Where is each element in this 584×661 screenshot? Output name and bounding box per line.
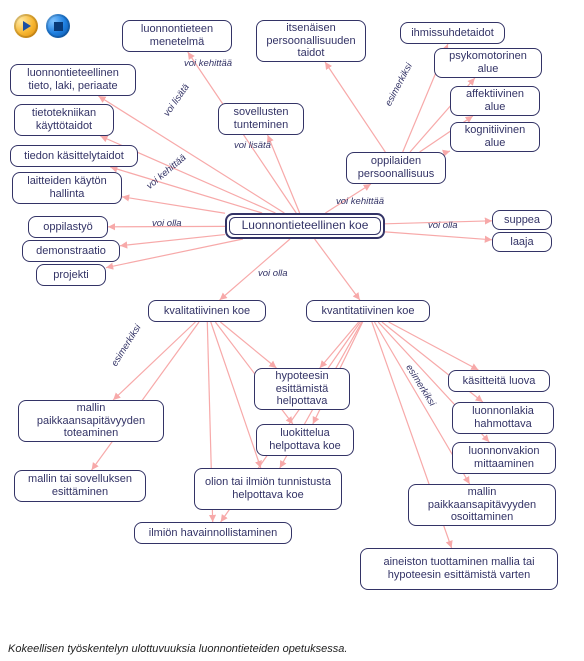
concept-node[interactable]: mallin tai sovelluksen esittäminen bbox=[14, 470, 146, 502]
caption: Kokeellisen työskentelyn ulottuvuuksia l… bbox=[8, 643, 347, 655]
play-icon bbox=[23, 21, 31, 31]
concept-node[interactable]: kognitiivinen alue bbox=[450, 122, 540, 152]
concept-node[interactable]: tiedon käsittelytaidot bbox=[10, 145, 138, 167]
edge-label: voi olla bbox=[258, 268, 288, 279]
node-label: oppilastyö bbox=[43, 221, 93, 234]
node-label: sovellusten tunteminen bbox=[225, 106, 297, 131]
concept-node[interactable]: ilmiön havainnollistaminen bbox=[134, 522, 292, 544]
concept-node[interactable]: aineiston tuottaminen mallia tai hypotee… bbox=[360, 548, 558, 590]
concept-node[interactable]: mallin paikkaansapitävyyden toteaminen bbox=[18, 400, 164, 442]
node-label: projekti bbox=[53, 269, 88, 282]
node-label: laaja bbox=[510, 236, 533, 249]
node-label: luokittelua helpottava koe bbox=[263, 427, 347, 452]
node-label: luonnonlakia hahmottava bbox=[459, 405, 547, 430]
node-label: affektiivinen alue bbox=[457, 88, 533, 113]
concept-node[interactable]: luonnontieteellinen tieto, laki, periaat… bbox=[10, 64, 136, 96]
node-label: käsitteitä luova bbox=[463, 375, 536, 388]
stop-icon bbox=[54, 22, 63, 31]
node-label: olion tai ilmiön tunnistusta helpottava … bbox=[201, 476, 335, 501]
concept-node[interactable]: kvantitatiivinen koe bbox=[306, 300, 430, 322]
concept-node[interactable]: sovellusten tunteminen bbox=[218, 103, 304, 135]
node-label: itsenäisen persoonallisuuden taidot bbox=[263, 22, 359, 60]
node-label: suppea bbox=[504, 214, 540, 227]
concept-node[interactable]: mallin paikkaansapitävyyden osoittaminen bbox=[408, 484, 556, 526]
concept-node[interactable]: oppilaiden persoonallisuus bbox=[346, 152, 446, 184]
concept-node[interactable]: laaja bbox=[492, 232, 552, 252]
concept-node[interactable]: projekti bbox=[36, 264, 106, 286]
concept-node[interactable]: oppilastyö bbox=[28, 216, 108, 238]
edge-label: voi olla bbox=[428, 220, 458, 231]
node-label: demonstraatio bbox=[36, 245, 106, 258]
concept-node[interactable]: luonnontieteen menetelmä bbox=[122, 20, 232, 52]
edge-label: voi olla bbox=[152, 218, 182, 229]
node-label: aineiston tuottaminen mallia tai hypotee… bbox=[367, 556, 551, 581]
edge-label: voi lisätä bbox=[161, 82, 191, 119]
concept-node[interactable]: luonnonvakion mittaaminen bbox=[452, 442, 556, 474]
concept-node[interactable]: psykomotorinen alue bbox=[434, 48, 542, 78]
node-label: luonnontieteen menetelmä bbox=[129, 23, 225, 48]
node-label: laitteiden käytön hallinta bbox=[19, 175, 115, 200]
node-label: kognitiivinen alue bbox=[457, 124, 533, 149]
node-label: mallin paikkaansapitävyyden toteaminen bbox=[25, 402, 157, 440]
node-label: psykomotorinen alue bbox=[441, 50, 535, 75]
node-label: ihmissuhdetaidot bbox=[411, 27, 494, 40]
concept-node[interactable]: laitteiden käytön hallinta bbox=[12, 172, 122, 204]
edge-label: esimerkiksi bbox=[109, 323, 143, 369]
concept-node[interactable]: kvalitatiivinen koe bbox=[148, 300, 266, 322]
play-button[interactable] bbox=[14, 14, 38, 38]
node-label: mallin paikkaansapitävyyden osoittaminen bbox=[415, 486, 549, 524]
concept-node[interactable]: suppea bbox=[492, 210, 552, 230]
concept-node[interactable]: luokittelua helpottava koe bbox=[256, 424, 354, 456]
edge-label: voi kehittää bbox=[144, 152, 188, 191]
node-label: kvantitatiivinen koe bbox=[322, 305, 415, 318]
node-label: luonnonvakion mittaaminen bbox=[459, 445, 549, 470]
concept-node[interactable]: ihmissuhdetaidot bbox=[400, 22, 505, 44]
node-label: tiedon käsittelytaidot bbox=[24, 150, 124, 163]
root-node[interactable]: Luonnontieteellinen koe bbox=[225, 213, 385, 239]
concept-node[interactable]: tietotekniikan käyttötaidot bbox=[14, 104, 114, 136]
node-label: oppilaiden persoonallisuus bbox=[353, 155, 439, 180]
diagram-stage: Luonnontieteellinen koe luonnontieteen me… bbox=[0, 0, 584, 661]
concept-node[interactable]: käsitteitä luova bbox=[448, 370, 550, 392]
edge-label: voi kehittää bbox=[184, 58, 232, 69]
concept-node[interactable]: olion tai ilmiön tunnistusta helpottava … bbox=[194, 468, 342, 510]
edge-label: esimerkiksi bbox=[383, 61, 415, 108]
concept-node[interactable]: itsenäisen persoonallisuuden taidot bbox=[256, 20, 366, 62]
stop-button[interactable] bbox=[46, 14, 70, 38]
concept-node[interactable]: demonstraatio bbox=[22, 240, 120, 262]
node-label: hypoteesin esittämistä helpottava bbox=[261, 370, 343, 408]
node-label: mallin tai sovelluksen esittäminen bbox=[21, 473, 139, 498]
concept-node[interactable]: hypoteesin esittämistä helpottava bbox=[254, 368, 350, 410]
node-label: tietotekniikan käyttötaidot bbox=[21, 107, 107, 132]
node-label: kvalitatiivinen koe bbox=[164, 305, 250, 318]
node-label: luonnontieteellinen tieto, laki, periaat… bbox=[17, 67, 129, 92]
concept-node[interactable]: luonnonlakia hahmottava bbox=[452, 402, 554, 434]
edge-label: esimerkiksi bbox=[403, 363, 437, 409]
edge-label: voi lisätä bbox=[234, 140, 271, 151]
node-label: ilmiön havainnollistaminen bbox=[149, 527, 277, 540]
concept-node[interactable]: affektiivinen alue bbox=[450, 86, 540, 116]
edge-label: voi kehittää bbox=[336, 196, 384, 207]
